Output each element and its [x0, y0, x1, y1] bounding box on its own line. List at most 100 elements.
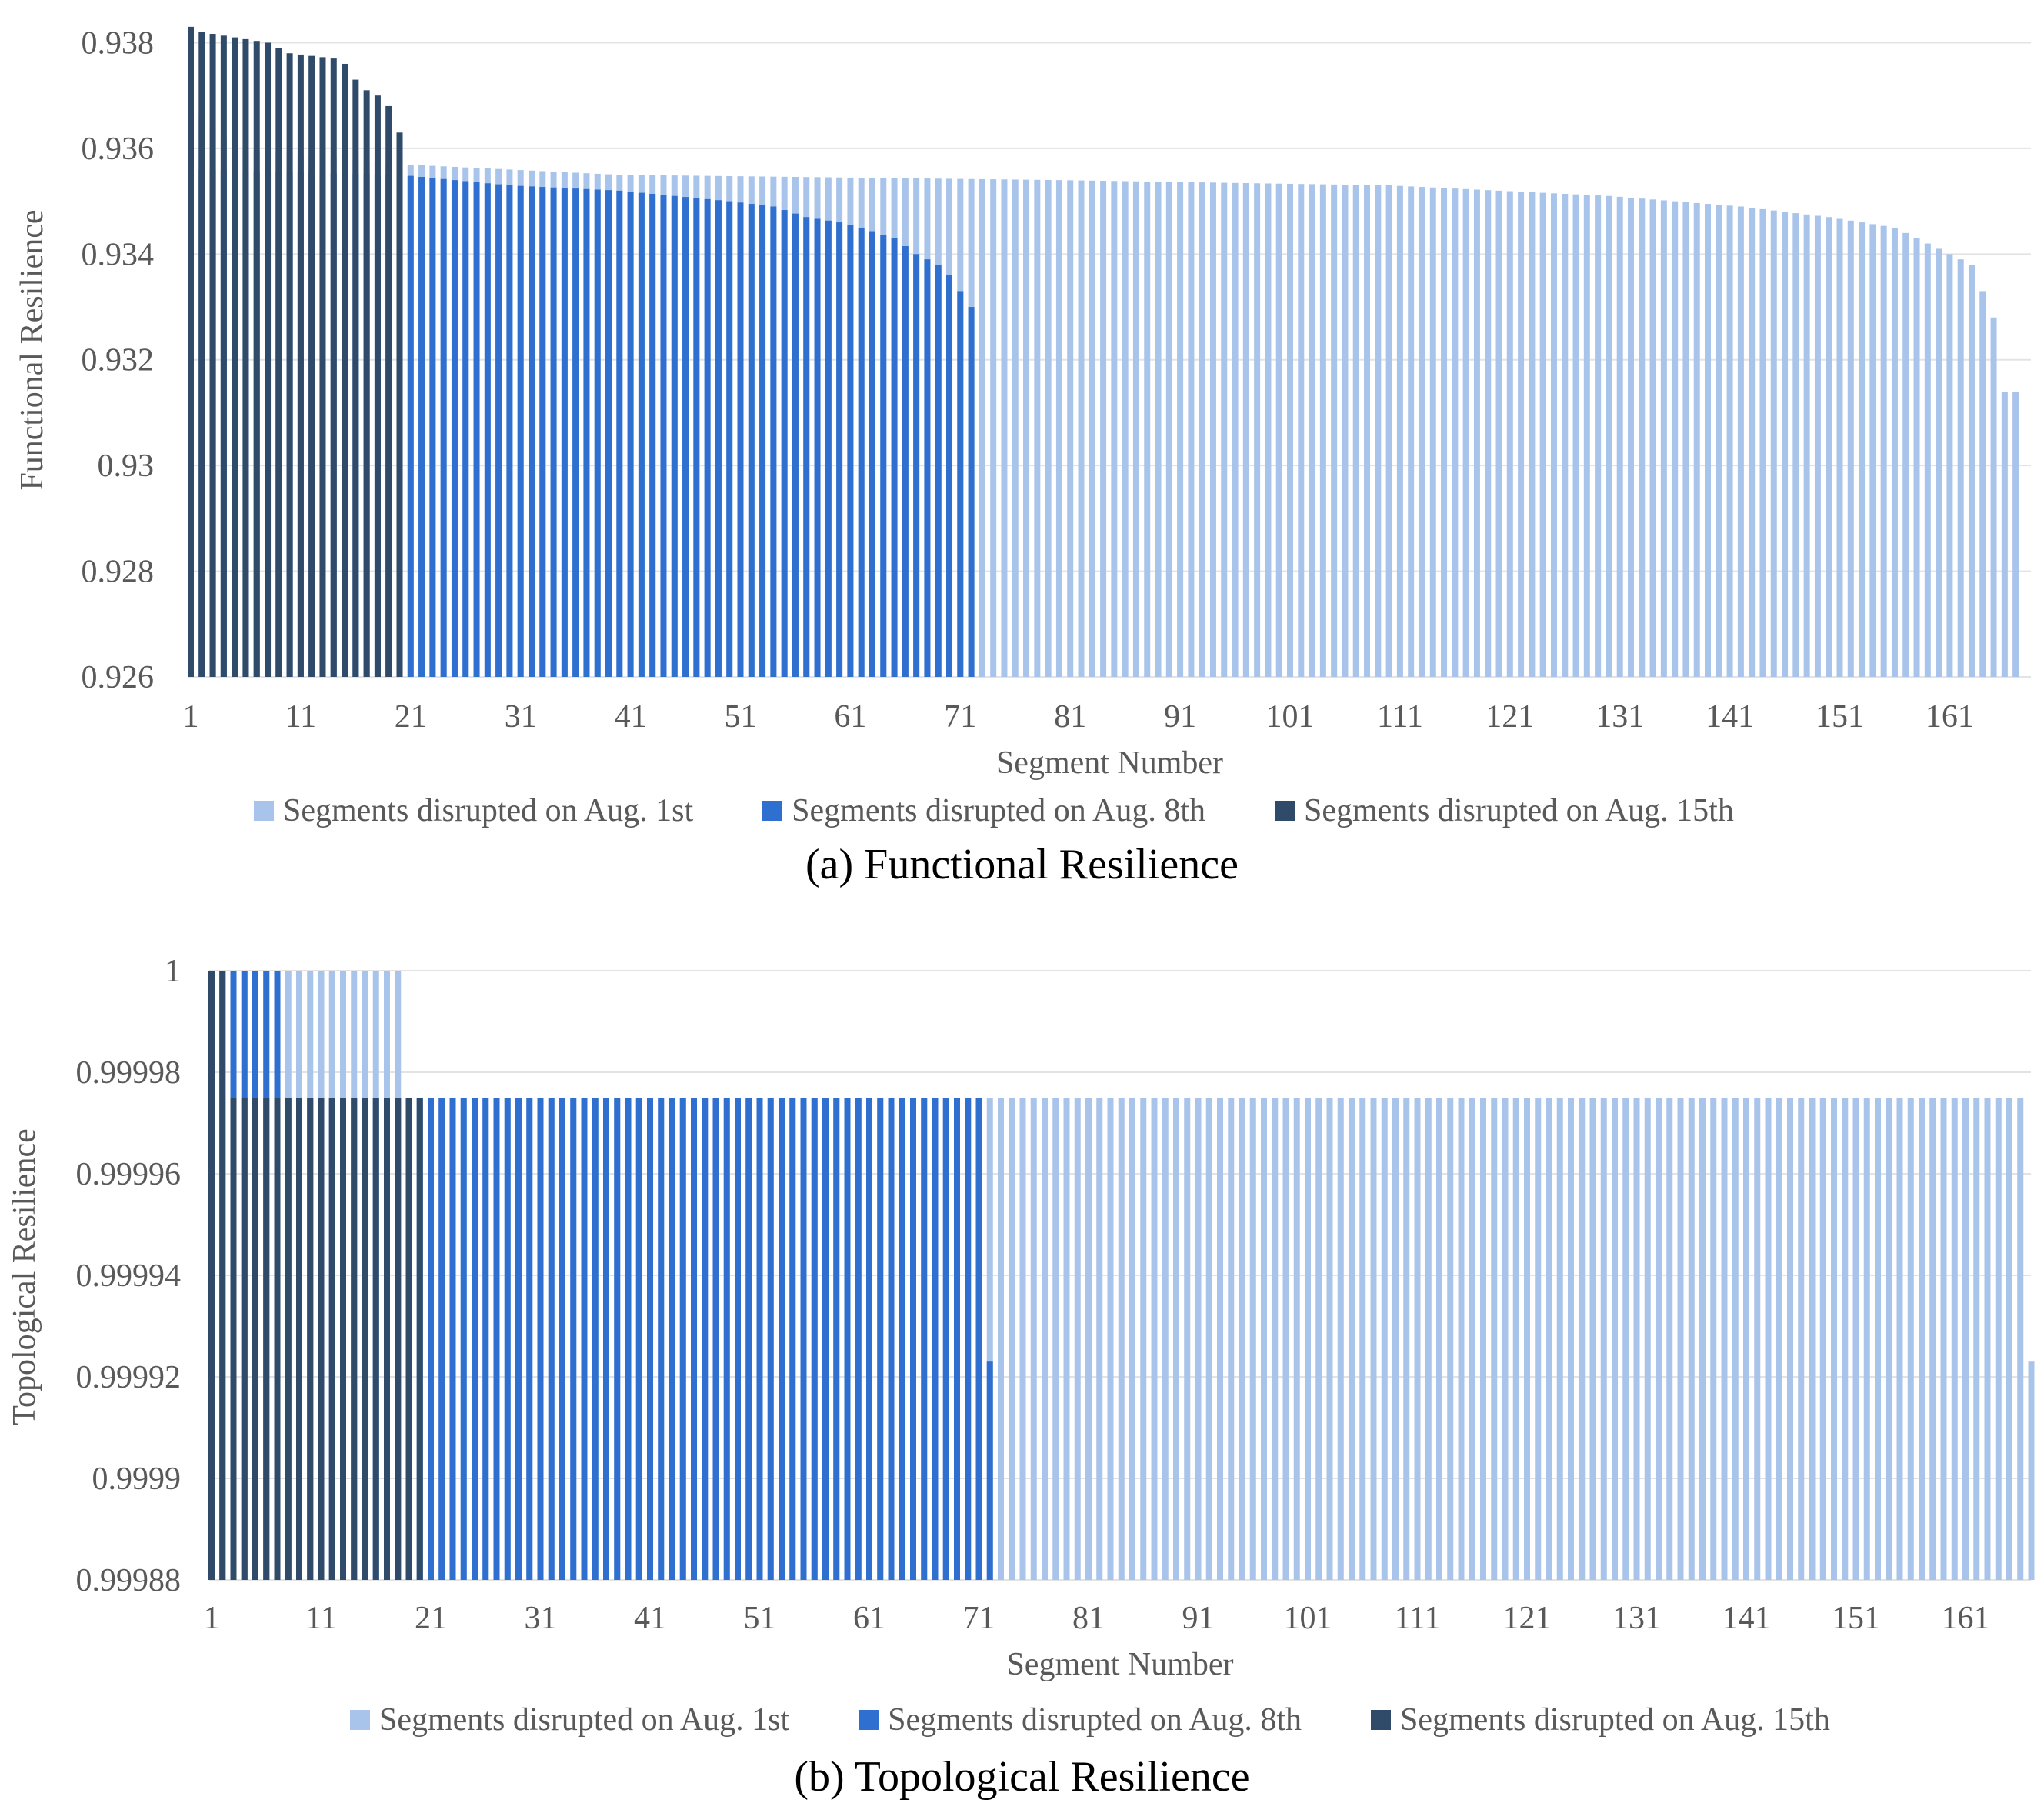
legend-label-aug1: Segments disrupted on Aug. 1st [379, 1702, 790, 1738]
bar-aug1 [1001, 179, 1008, 678]
x-tick-label: 81 [1054, 699, 1086, 735]
bar-aug1 [1705, 204, 1712, 677]
bar-aug8 [693, 198, 700, 677]
bar-aug1 [1672, 201, 1679, 677]
bar-aug8 [913, 254, 920, 677]
bar-aug8 [844, 1098, 851, 1580]
bar-aug8 [660, 195, 667, 677]
legend-item-aug8: Segments disrupted on Aug. 8th [859, 1701, 1302, 1738]
bar-aug8 [528, 186, 535, 677]
functional-resilience-panel: 0.926 0.928 0.93 0.932 0.934 0.936 0.938 1 11 21 3… [15, 25, 2031, 888]
bar-aug1 [1990, 317, 1997, 677]
bar-aug8 [570, 1098, 577, 1580]
bar-aug1 [979, 178, 985, 677]
bar-aug1 [1929, 1098, 1936, 1580]
bar-aug1 [1078, 180, 1085, 677]
bar-aug1 [1913, 238, 1920, 677]
bar-aug15 [275, 48, 282, 677]
bar-aug8 [781, 210, 788, 677]
bar-aug1 [1962, 1098, 1969, 1580]
bar-aug8 [572, 188, 579, 678]
bar-aug1 [1562, 193, 1569, 678]
bar-aug1 [1721, 1098, 1728, 1580]
bar-aug1 [2012, 391, 2019, 677]
x-tick-label: 41 [634, 1601, 666, 1636]
x-axis-title: Segment Number [996, 745, 1223, 781]
bar-aug8 [924, 259, 931, 677]
bar-aug1 [1770, 210, 1777, 677]
bar-aug8 [669, 1098, 675, 1580]
bar-aug1 [1195, 1098, 1202, 1580]
bar-aug8 [833, 1098, 840, 1580]
bar-aug15 [372, 1098, 379, 1580]
x-tick-label: 131 [1612, 1601, 1661, 1636]
x-tick-label: 151 [1816, 699, 1864, 735]
legend-label-aug15: Segments disrupted on Aug. 15th [1400, 1702, 1830, 1738]
bar-aug1 [1184, 1098, 1191, 1580]
bar-aug15 [384, 1098, 390, 1580]
bar-aug1 [1265, 183, 1272, 677]
bar-aug15 [352, 79, 359, 678]
bar-aug1 [1556, 1098, 1563, 1580]
bar-aug8 [506, 185, 513, 677]
bar-aug1 [1173, 1098, 1179, 1580]
bar-aug1 [1023, 179, 1030, 677]
bar-aug1 [1249, 1098, 1256, 1580]
legend-swatch-aug15 [1371, 1710, 1391, 1730]
bar-aug1 [1896, 1098, 1903, 1580]
bar-aug15 [385, 105, 392, 677]
bar-aug8 [888, 1098, 895, 1580]
bar-aug1 [1067, 180, 1074, 678]
bar-aug8 [539, 187, 546, 678]
x-tick-label: 101 [1284, 1601, 1332, 1636]
bar-aug8 [679, 1098, 686, 1580]
bar-aug8 [472, 1098, 478, 1580]
series-aug8 [188, 169, 975, 678]
bar-aug8 [811, 1098, 818, 1580]
bar-aug15 [188, 26, 194, 677]
x-tick-label: 91 [1182, 1601, 1215, 1636]
series-aug1 [188, 105, 2019, 678]
bar-aug1 [1469, 1098, 1475, 1580]
bar-aug1 [1606, 195, 1612, 677]
legend-label-aug1: Segments disrupted on Aug. 1st [283, 793, 694, 828]
bar-aug1 [1452, 188, 1459, 678]
bar-aug8 [638, 192, 645, 677]
bar-aug1 [1485, 190, 1492, 678]
bar-aug8 [942, 1098, 949, 1580]
bar-aug1 [1852, 1098, 1859, 1580]
bar-aug1 [1144, 181, 1151, 677]
bar-aug8 [603, 1098, 609, 1580]
legend-item-aug1: Segments disrupted on Aug. 1st [254, 792, 693, 829]
bar-aug1 [2001, 391, 2008, 677]
bar-aug15 [307, 1098, 314, 1580]
bar-aug1 [1209, 182, 1216, 678]
bar-aug15 [230, 1098, 237, 1580]
bar-aug1 [1984, 1098, 1991, 1580]
bar-aug1 [1132, 181, 1139, 678]
bar-aug1 [1045, 179, 1052, 677]
bar-aug1 [1633, 1098, 1640, 1580]
bar-aug8 [526, 1098, 533, 1580]
bar-aug1 [1936, 248, 1942, 677]
bar-aug8 [748, 204, 755, 677]
bar-aug1 [1232, 182, 1239, 677]
bar-aug1 [998, 1098, 1004, 1580]
bar-aug1 [1572, 194, 1579, 677]
bar-aug1 [1535, 1098, 1542, 1580]
bar-aug1 [1612, 1098, 1618, 1580]
bar-aug1 [1261, 1098, 1267, 1580]
bar-aug1 [1111, 181, 1118, 678]
bar-aug1 [1512, 1098, 1519, 1580]
bar-aug8 [792, 213, 799, 678]
bar-aug1 [1819, 1098, 1826, 1580]
y-tick-label: 0.936 [82, 132, 155, 167]
bar-aug8 [968, 307, 975, 677]
bar-aug8 [759, 205, 766, 678]
bar-aug15 [340, 1098, 346, 1580]
bar-aug1 [1287, 183, 1293, 677]
bar-aug8 [814, 218, 821, 678]
legend-label-aug8: Segments disrupted on Aug. 8th [888, 1702, 1302, 1738]
bar-aug15 [242, 38, 249, 678]
x-tick-label: 141 [1722, 1601, 1771, 1636]
